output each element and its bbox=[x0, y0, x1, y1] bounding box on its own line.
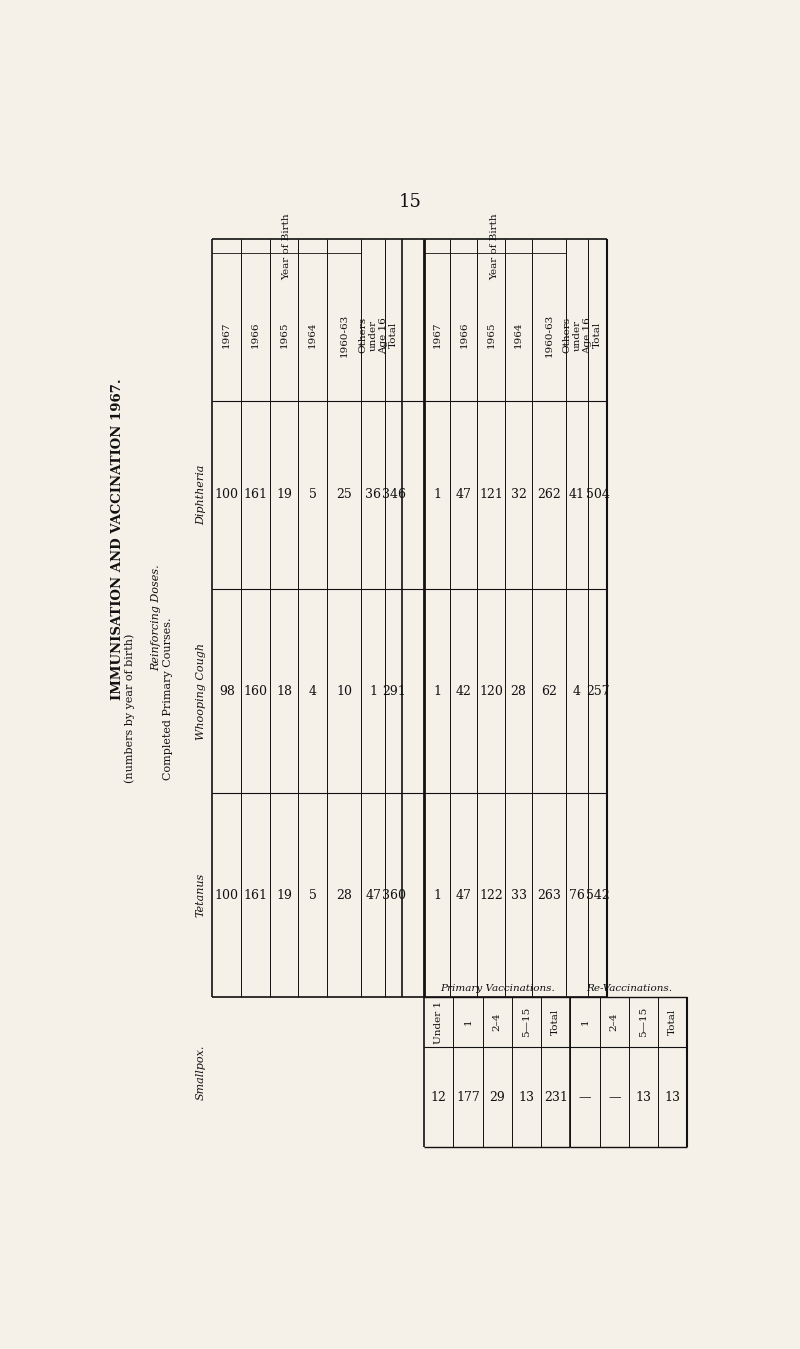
Text: 100: 100 bbox=[214, 889, 238, 901]
Text: 1964: 1964 bbox=[308, 322, 318, 348]
Text: 100: 100 bbox=[214, 488, 238, 502]
Text: 1: 1 bbox=[581, 1018, 590, 1025]
Text: 42: 42 bbox=[456, 685, 472, 697]
Text: 121: 121 bbox=[479, 488, 503, 502]
Text: 1966: 1966 bbox=[459, 322, 468, 348]
Text: Total: Total bbox=[668, 1009, 678, 1035]
Text: 1965: 1965 bbox=[279, 322, 289, 348]
Text: 177: 177 bbox=[456, 1091, 480, 1103]
Text: 160: 160 bbox=[243, 685, 267, 697]
Text: 1967: 1967 bbox=[433, 322, 442, 348]
Text: 36: 36 bbox=[365, 488, 381, 502]
Text: Diphtheria: Diphtheria bbox=[196, 464, 206, 525]
Text: Year of Birth: Year of Birth bbox=[490, 213, 499, 279]
Text: 1960-63: 1960-63 bbox=[340, 313, 349, 356]
Text: 41: 41 bbox=[569, 488, 585, 502]
Text: Smallpox.: Smallpox. bbox=[196, 1044, 206, 1099]
Text: 504: 504 bbox=[586, 488, 610, 502]
Text: 25: 25 bbox=[336, 488, 352, 502]
Text: 263: 263 bbox=[537, 889, 561, 901]
Text: 32: 32 bbox=[510, 488, 526, 502]
Text: 542: 542 bbox=[586, 889, 610, 901]
Text: 5—15: 5—15 bbox=[522, 1006, 531, 1037]
Text: Primary Vaccinations.: Primary Vaccinations. bbox=[440, 983, 554, 993]
Text: 15: 15 bbox=[398, 193, 422, 210]
Text: 1: 1 bbox=[433, 889, 441, 901]
Text: 1966: 1966 bbox=[251, 322, 260, 348]
Text: (numbers by year of birth): (numbers by year of birth) bbox=[124, 634, 134, 784]
Text: 161: 161 bbox=[243, 488, 267, 502]
Text: 1960-63: 1960-63 bbox=[545, 313, 554, 356]
Text: 28: 28 bbox=[336, 889, 352, 901]
Text: 33: 33 bbox=[510, 889, 526, 901]
Text: 2–4: 2–4 bbox=[610, 1013, 618, 1031]
Text: 1964: 1964 bbox=[514, 322, 523, 348]
Text: IMMUNISATION AND VACCINATION 1967.: IMMUNISATION AND VACCINATION 1967. bbox=[110, 378, 123, 700]
Text: 120: 120 bbox=[479, 685, 503, 697]
Text: 122: 122 bbox=[479, 889, 503, 901]
Text: 231: 231 bbox=[544, 1091, 568, 1103]
Text: 5—15: 5—15 bbox=[639, 1006, 648, 1037]
Text: 1: 1 bbox=[463, 1018, 472, 1025]
Text: 47: 47 bbox=[456, 889, 472, 901]
Text: 1: 1 bbox=[433, 685, 441, 697]
Text: 5: 5 bbox=[309, 488, 317, 502]
Text: 13: 13 bbox=[635, 1091, 651, 1103]
Text: —: — bbox=[608, 1091, 621, 1103]
Text: Total: Total bbox=[593, 322, 602, 348]
Text: 360: 360 bbox=[382, 889, 406, 901]
Text: Others
under
Age 16: Others under Age 16 bbox=[358, 317, 388, 353]
Text: 13: 13 bbox=[665, 1091, 681, 1103]
Text: 2–4: 2–4 bbox=[493, 1013, 502, 1031]
Text: 5: 5 bbox=[309, 889, 317, 901]
Text: 1965: 1965 bbox=[486, 322, 495, 348]
Text: Re-Vaccinations.: Re-Vaccinations. bbox=[586, 983, 672, 993]
Text: Whooping Cough: Whooping Cough bbox=[196, 642, 206, 739]
Text: Reinforcing Doses.: Reinforcing Doses. bbox=[151, 565, 161, 672]
Text: 161: 161 bbox=[243, 889, 267, 901]
Text: 19: 19 bbox=[276, 889, 292, 901]
Text: 28: 28 bbox=[510, 685, 526, 697]
Text: Others
under
Age 16: Others under Age 16 bbox=[562, 317, 592, 353]
Text: Under 1: Under 1 bbox=[434, 1001, 443, 1044]
Text: 29: 29 bbox=[490, 1091, 505, 1103]
Text: 76: 76 bbox=[569, 889, 585, 901]
Text: Total: Total bbox=[551, 1009, 560, 1035]
Text: Year of Birth: Year of Birth bbox=[282, 213, 291, 279]
Text: 1967: 1967 bbox=[222, 322, 231, 348]
Text: 12: 12 bbox=[430, 1091, 446, 1103]
Text: 98: 98 bbox=[218, 685, 234, 697]
Text: 62: 62 bbox=[541, 685, 557, 697]
Text: 4: 4 bbox=[309, 685, 317, 697]
Text: Total: Total bbox=[390, 322, 398, 348]
Text: 262: 262 bbox=[538, 488, 561, 502]
Text: 19: 19 bbox=[276, 488, 292, 502]
Text: 257: 257 bbox=[586, 685, 610, 697]
Text: 1: 1 bbox=[433, 488, 441, 502]
Text: Completed Primary Courses.: Completed Primary Courses. bbox=[163, 618, 173, 780]
Text: 291: 291 bbox=[382, 685, 406, 697]
Text: Tetanus: Tetanus bbox=[196, 873, 206, 917]
Text: 47: 47 bbox=[366, 889, 381, 901]
Text: 4: 4 bbox=[573, 685, 581, 697]
Text: 47: 47 bbox=[456, 488, 472, 502]
Text: 13: 13 bbox=[518, 1091, 534, 1103]
Text: 10: 10 bbox=[336, 685, 352, 697]
Text: —: — bbox=[578, 1091, 591, 1103]
Text: 1: 1 bbox=[369, 685, 377, 697]
Text: 18: 18 bbox=[276, 685, 292, 697]
Text: 346: 346 bbox=[382, 488, 406, 502]
